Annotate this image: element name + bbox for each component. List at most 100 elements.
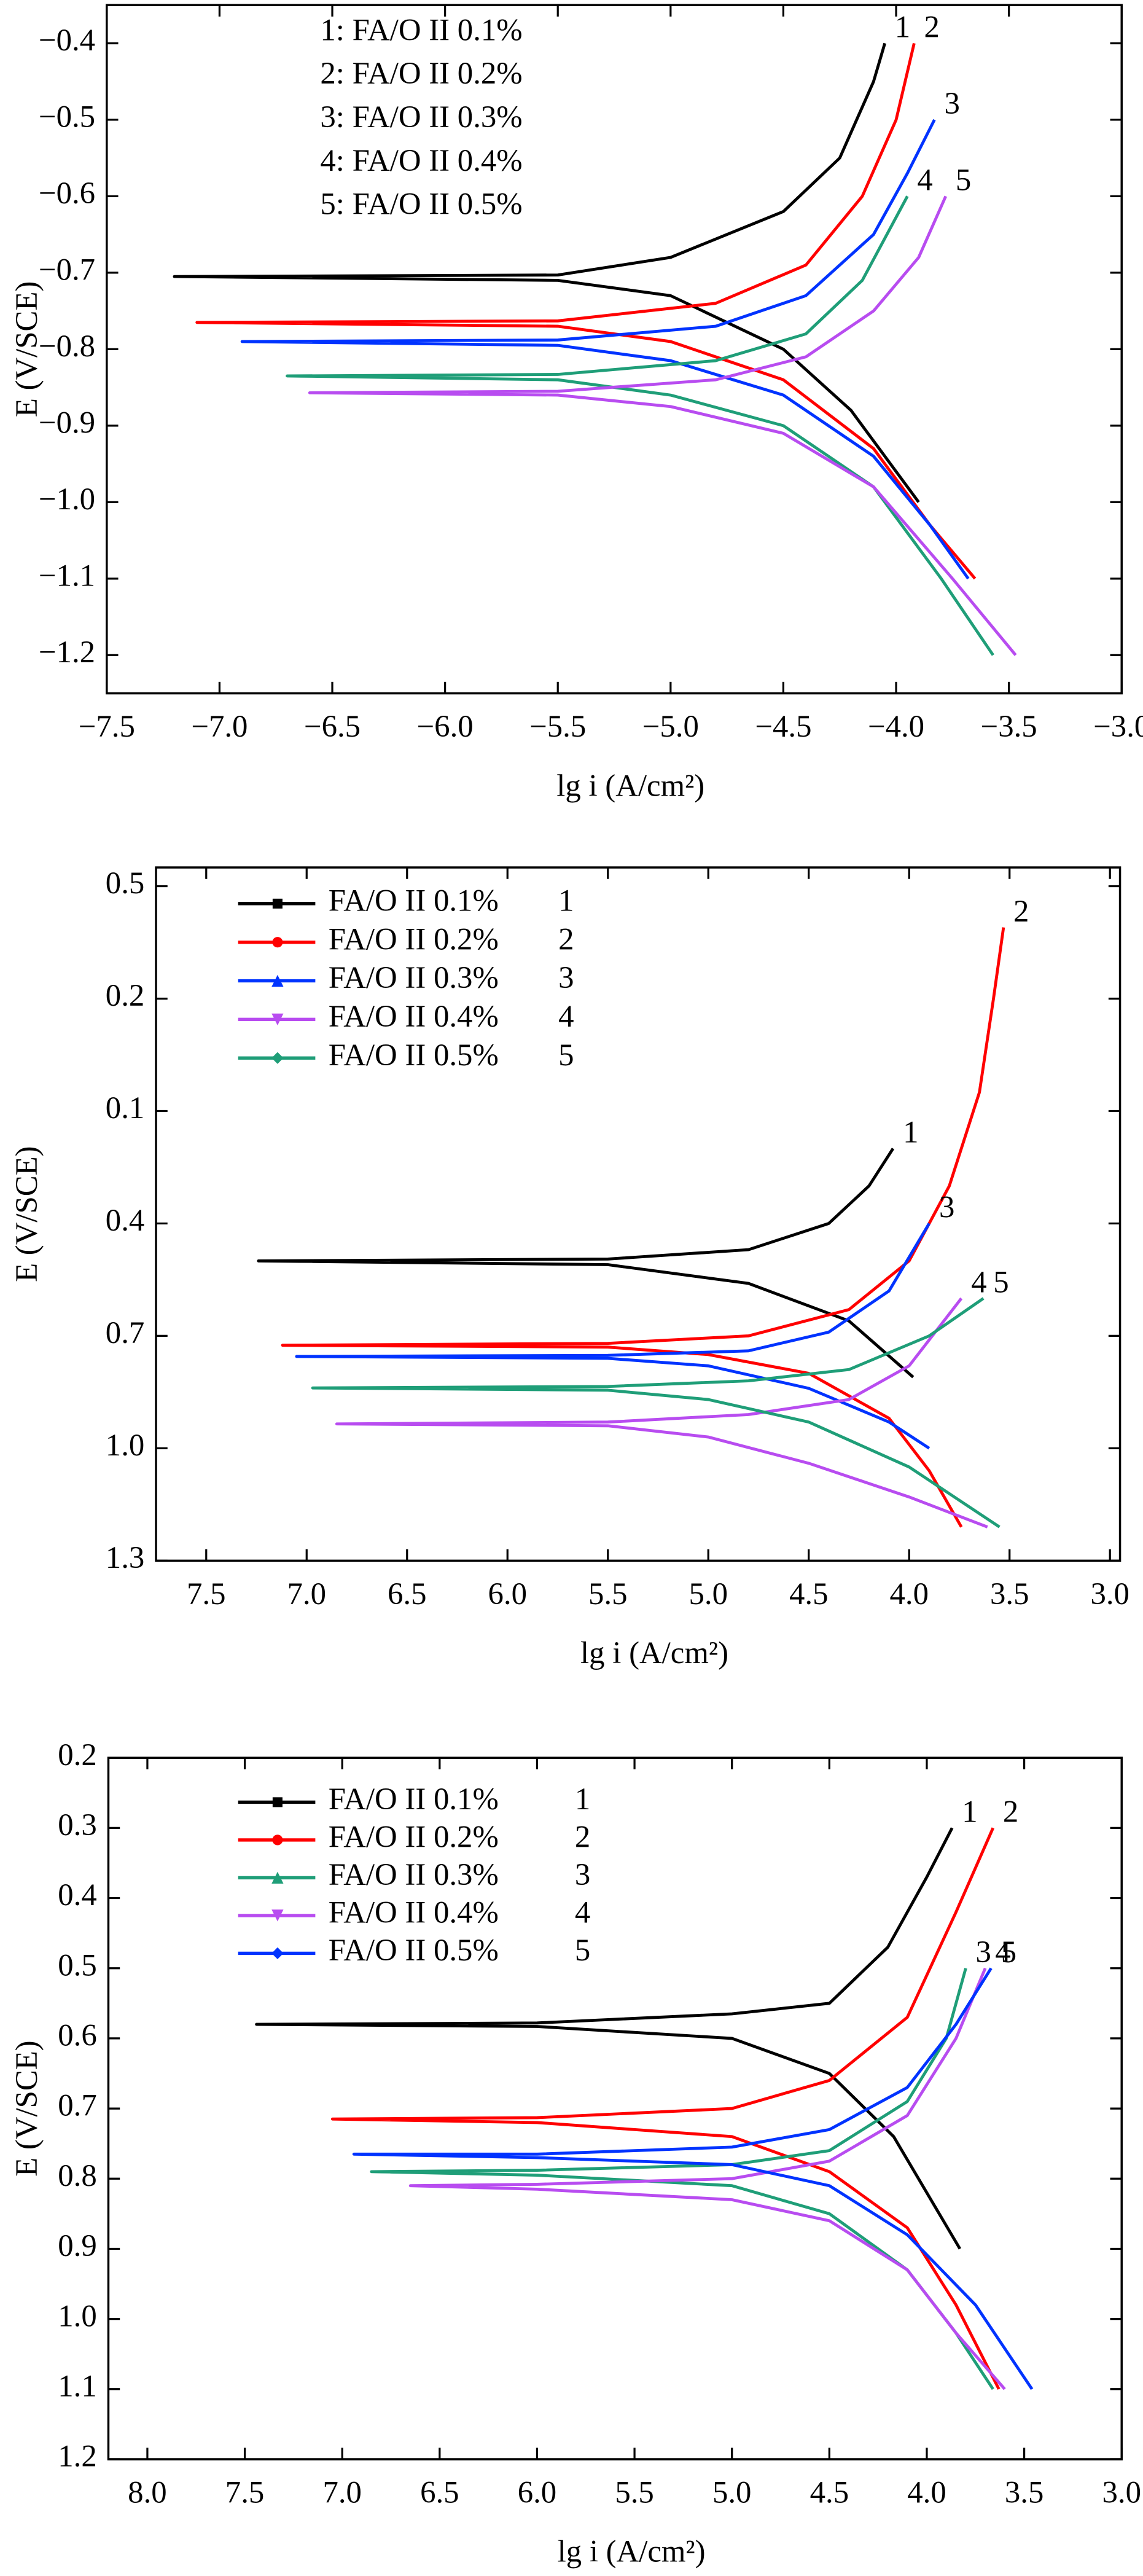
legend-number: 5	[575, 1933, 590, 1967]
legend-label: 1: FA/O II 0.1%	[320, 12, 522, 47]
y-tick-label: 0.2	[106, 978, 144, 1012]
legend-label: FA/O II 0.5%	[329, 1038, 499, 1072]
x-tick-label: 4.5	[789, 1576, 829, 1611]
y-tick-label: 1.3	[106, 1540, 144, 1575]
tafel-curve	[257, 1148, 915, 1379]
tafel-curve	[352, 1967, 1034, 2390]
curve-label: 4	[995, 1935, 1010, 1969]
y-tick-label: 0.3	[58, 1807, 97, 1842]
x-tick-label: −4.5	[755, 709, 811, 743]
y-tick-label: −0.6	[39, 176, 95, 210]
x-tick-label: −7.5	[79, 709, 135, 743]
x-tick-label: 5.0	[689, 1576, 728, 1611]
legend-label: 4: FA/O II 0.4%	[320, 143, 522, 178]
tafel-curve	[335, 1297, 988, 1529]
curve-label: 3	[939, 1190, 954, 1224]
curve-label: 2	[1013, 894, 1029, 928]
x-tick-label: 6.0	[488, 1576, 527, 1611]
y-tick-label: 1.0	[58, 2298, 97, 2333]
y-axis-label: E (V/SCE)	[9, 281, 44, 418]
x-tick-label: 7.0	[287, 1576, 327, 1611]
x-tick-label: 7.5	[225, 2475, 265, 2509]
tafel-curve	[173, 42, 920, 503]
y-tick-label: −1.1	[39, 558, 95, 592]
x-tick-label: 8.0	[128, 2475, 167, 2509]
legend-number: 4	[575, 1895, 590, 1930]
x-tick-label: 4.5	[810, 2475, 849, 2509]
curve-label: 4	[917, 163, 932, 197]
y-tick-label: 1.0	[106, 1428, 144, 1462]
legend-label: FA/O II 0.4%	[329, 999, 499, 1033]
legend-marker	[271, 1052, 284, 1064]
tafel-curve	[295, 1223, 930, 1450]
y-tick-label: −0.9	[39, 405, 95, 440]
tafel-curve	[240, 119, 970, 580]
legend-label: FA/O II 0.2%	[329, 1820, 499, 1854]
plot-frame	[155, 866, 1122, 1562]
x-tick-label: 5.0	[712, 2475, 752, 2509]
chart: 8.0 7.5 7.0 6.5 6.0 5.5 5.0 4.5 4.0 3.5 3.0 0.2 0.3 0…	[9, 1737, 1141, 2569]
x-tick-label: 3.0	[1102, 2475, 1141, 2509]
legend-number: 3	[558, 960, 574, 995]
legend-marker	[272, 937, 283, 948]
legend-label: 2: FA/O II 0.2%	[320, 56, 522, 90]
legend-label: 5: FA/O II 0.5%	[320, 187, 522, 221]
curve-label: 5	[956, 163, 971, 197]
x-tick-label: 7.0	[322, 2475, 362, 2509]
y-tick-label: −0.8	[39, 329, 95, 363]
chart: 7.5 7.0 6.5 6.0 5.5 5.0 4.5 4.0 3.5 3.0 0.5 0.2 0.1 0…	[9, 866, 1129, 1670]
legend-label: FA/O II 0.1%	[329, 883, 499, 917]
y-tick-label: 0.1	[106, 1090, 144, 1125]
legend-marker	[272, 1834, 283, 1846]
tafel-curve	[311, 1297, 1001, 1529]
tafel-curve	[308, 195, 1017, 656]
y-tick-label: 0.8	[58, 2158, 97, 2193]
y-tick-label: −0.7	[39, 253, 95, 287]
legend-number: 5	[558, 1038, 574, 1072]
x-tick-label: −6.0	[417, 709, 474, 743]
x-tick-label: −5.0	[642, 709, 699, 743]
curve-label: 3	[975, 1935, 991, 1969]
y-axis-label: E (V/SCE)	[9, 2040, 44, 2177]
curve-label: 5	[993, 1265, 1008, 1299]
legend-marker	[271, 1871, 284, 1884]
legend-number: 1	[558, 883, 574, 917]
y-tick-label: 0.7	[106, 1315, 144, 1350]
legend-number: 3	[575, 1857, 590, 1892]
y-tick-label: 0.4	[58, 1877, 97, 1912]
legend-number: 2	[558, 922, 574, 956]
curve-label: 4	[971, 1265, 986, 1299]
legend-label: FA/O II 0.2%	[329, 922, 499, 956]
x-axis-label: lg i (A/cm²)	[556, 768, 704, 802]
x-tick-label: −3.5	[981, 709, 1037, 743]
x-tick-label: 7.5	[187, 1576, 226, 1611]
legend-marker	[272, 1797, 283, 1807]
y-tick-label: 0.9	[58, 2228, 97, 2263]
y-tick-label: 0.2	[58, 1737, 97, 1772]
legend-marker	[271, 1909, 284, 1922]
x-tick-label: −7.0	[191, 709, 248, 743]
y-axis-label: E (V/SCE)	[9, 1146, 44, 1282]
x-tick-label: −4.0	[868, 709, 924, 743]
legend-number: 4	[558, 999, 574, 1033]
curve-label: 1	[962, 1795, 977, 1829]
x-tick-label: 4.0	[907, 2475, 946, 2509]
tafel-curve	[255, 1827, 961, 2250]
legend-label: 3: FA/O II 0.3%	[320, 100, 522, 134]
x-tick-label: 6.5	[388, 1576, 427, 1611]
y-tick-label: −1.2	[39, 635, 95, 669]
y-tick-label: 0.4	[106, 1203, 144, 1237]
legend-marker	[272, 898, 283, 909]
legend-label: FA/O II 0.5%	[329, 1933, 499, 1967]
tafel-curve	[408, 1967, 1006, 2390]
x-tick-label: 3.5	[990, 1576, 1029, 1611]
legend-marker	[271, 974, 284, 987]
y-tick-label: −0.4	[39, 23, 95, 57]
x-tick-label: −6.5	[304, 709, 361, 743]
legend-label: FA/O II 0.4%	[329, 1895, 499, 1930]
x-tick-label: 6.5	[420, 2475, 459, 2509]
legend-number: 2	[575, 1820, 590, 1854]
legend-marker	[271, 1013, 284, 1025]
